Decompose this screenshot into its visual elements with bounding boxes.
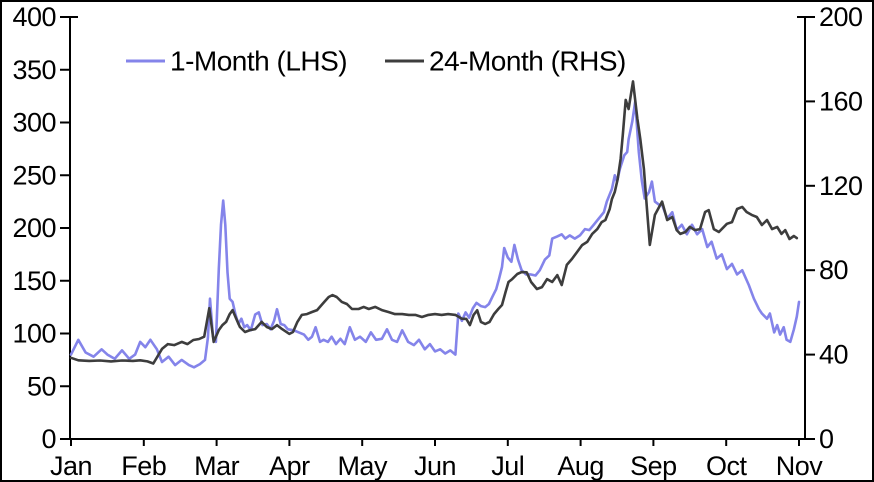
y-axis-right-tick-label: 0 [819, 424, 834, 454]
y-axis-right-tick-label: 40 [819, 340, 848, 370]
y-axis-right-tick-label: 200 [819, 2, 863, 32]
x-axis-tick-label: Feb [121, 451, 166, 481]
y-axis-left-tick-label: 200 [12, 213, 56, 243]
x-axis-tick-label: Apr [269, 451, 310, 481]
legend: 1-Month (LHS) 24-Month (RHS) [126, 46, 626, 77]
series-line-1-month-lhs [69, 100, 801, 369]
x-axis-tick-label: Oct [706, 451, 748, 481]
plot-area: 0 50 100 150 200 250 300 350 400 0 40 80 120 160 200 Ja… [12, 2, 863, 481]
y-axis-left-tick-label: 400 [12, 2, 56, 32]
y-axis-left-tick-label: 0 [41, 424, 56, 454]
legend-label-24-month: 24-Month (RHS) [429, 46, 626, 77]
y-axis-left-tick-label: 50 [27, 371, 56, 401]
y-axis-left-tick-label: 350 [12, 55, 56, 85]
y-axis-left-tick-label: 250 [12, 160, 56, 190]
x-axis-tick-label: Sep [630, 451, 677, 481]
y-axis-right-tick-label: 120 [819, 171, 863, 201]
legend-label-1-month: 1-Month (LHS) [170, 46, 347, 77]
y-axis-right-tick-label: 80 [819, 255, 848, 285]
y-axis-left-tick-label: 300 [12, 108, 56, 138]
x-axis-tick-label: Aug [557, 451, 604, 481]
x-axis-tick-label: Jan [50, 451, 92, 481]
x-axis-tick-label: May [337, 451, 388, 481]
x-axis-tick-label: Nov [776, 451, 824, 481]
x-axis-tick-label: Jun [414, 451, 456, 481]
y-axis-left-tick-label: 150 [12, 266, 56, 296]
x-axis-tick-label: Mar [194, 451, 240, 481]
y-axis-right-tick-label: 160 [819, 86, 863, 116]
series-line-24-month-rhs [69, 80, 799, 365]
x-axis-tick-label: Jul [491, 451, 524, 481]
y-axis-left-tick-label: 100 [12, 319, 56, 349]
